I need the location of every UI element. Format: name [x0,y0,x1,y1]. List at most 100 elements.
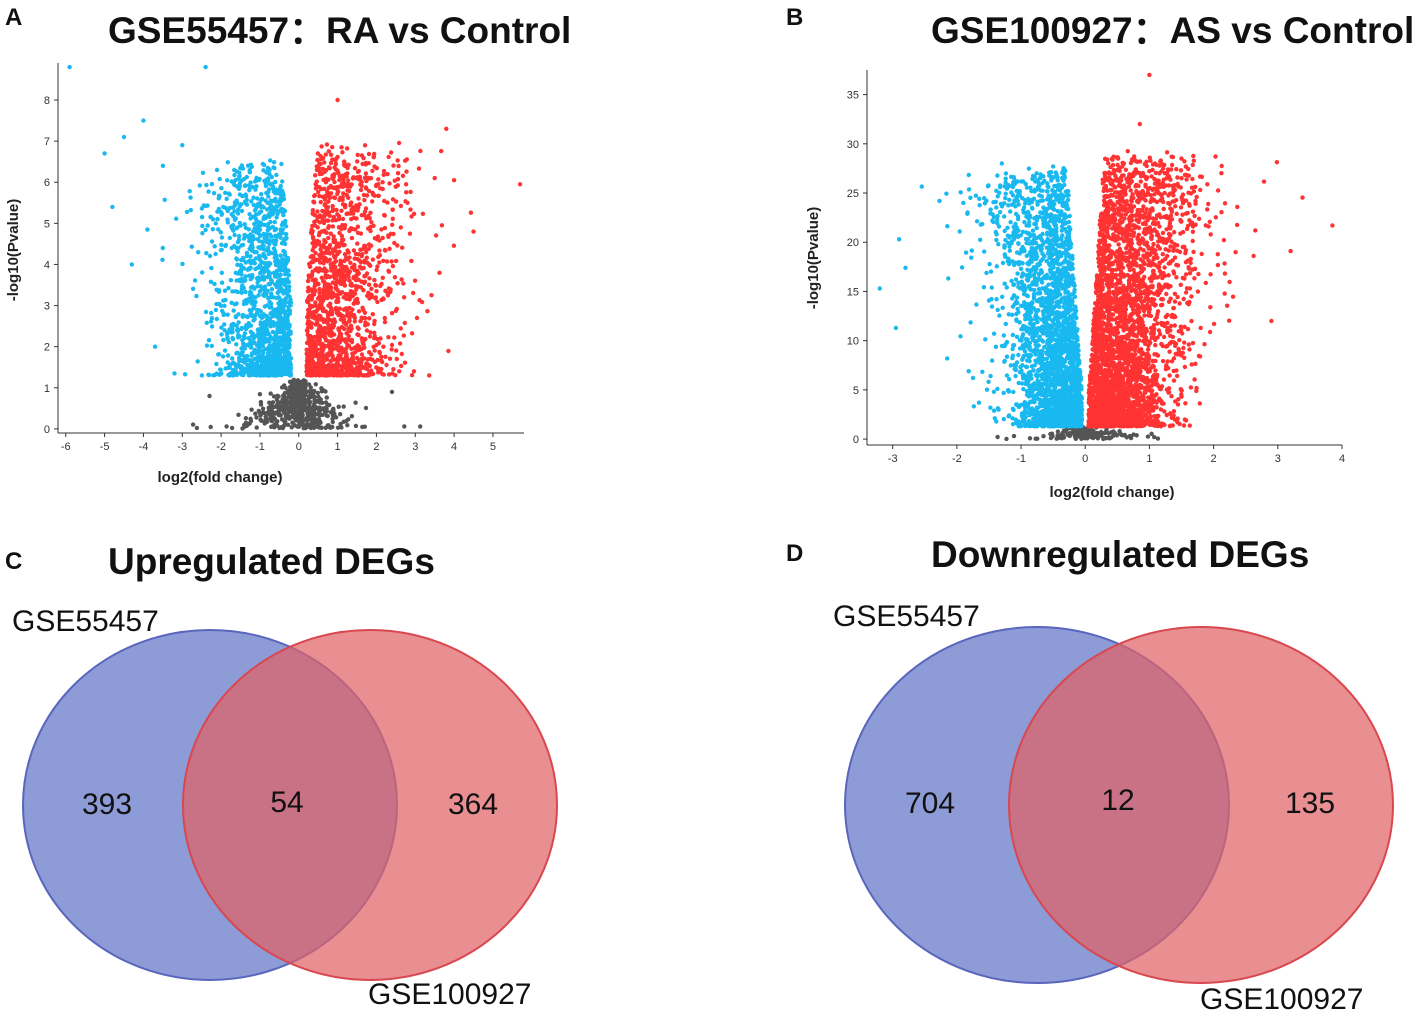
up-point [365,260,369,264]
ns-point [290,421,294,425]
y-tick-label: 15 [847,286,859,298]
down-point [223,298,227,302]
up-point [400,352,404,356]
up-point [1262,179,1266,183]
down-point [263,198,267,202]
down-point [241,315,245,319]
ns-point [282,423,286,427]
up-point [1161,231,1165,235]
down-point [280,179,284,183]
ns-point [312,407,316,411]
down-point [232,308,236,312]
up-point [1219,210,1223,214]
down-point [280,342,284,346]
up-point [399,204,403,208]
up-point [1165,150,1169,154]
down-outlier-point [203,65,207,69]
up-point [352,265,356,269]
up-point [352,301,356,305]
up-point [374,365,378,369]
down-point [246,299,250,303]
down-outlier-point [153,345,157,349]
up-point [347,365,351,369]
down-point [217,194,221,198]
ns-point [287,395,291,399]
down-point [251,196,255,200]
up-point [1179,283,1183,287]
down-point [261,168,265,172]
ns-point [290,410,294,414]
ns-point [338,412,342,416]
down-point [255,357,259,361]
up-point [356,153,360,157]
up-point [391,367,395,371]
down-point [215,372,219,376]
ns-point [350,414,354,418]
up-point [365,373,369,377]
up-outlier-point [452,178,456,182]
ns-point [307,389,311,393]
up-point [353,319,357,323]
y-tick-label: 10 [847,336,859,348]
up-point [324,152,328,156]
up-point [373,296,377,300]
up-point [322,266,326,270]
up-point [1151,257,1155,261]
down-point [228,366,232,370]
up-point [322,238,326,242]
up-point [355,297,359,301]
down-point [204,251,208,255]
down-point [191,287,195,291]
down-point [236,208,240,212]
up-point [329,308,333,312]
ns-point [345,423,349,427]
up-point [319,144,323,148]
up-point [364,206,368,210]
down-point [227,340,231,344]
down-point [258,258,262,262]
up-point [329,153,333,157]
down-point [205,321,209,325]
up-point [311,260,315,264]
down-outlier-point [172,371,176,375]
ns-point [318,409,322,413]
up-point [374,283,378,287]
up-point [313,182,317,186]
down-point [242,302,246,306]
up-point [354,277,358,281]
up-point [362,366,366,370]
down-point [240,277,244,281]
ns-point [316,395,320,399]
down-point [242,334,246,338]
down-point [229,278,233,282]
up-point [1161,252,1165,256]
ns-point [319,426,323,430]
up-point [350,338,354,342]
ns-point [1128,434,1132,438]
down-point [269,251,273,255]
up-point [1156,309,1160,313]
down-point [272,345,276,349]
up-point [1213,154,1217,158]
up-point [347,250,351,254]
x-tick-label: -6 [61,441,71,453]
ns-point [1103,430,1107,434]
down-point [230,330,234,334]
up-point [320,301,324,305]
down-point [225,197,229,201]
down-point [201,171,205,175]
up-point [365,328,369,332]
down-point [281,194,285,198]
down-point [234,226,238,230]
down-point [276,291,280,295]
ns-point [294,417,298,421]
up-point [328,196,332,200]
up-point [1184,177,1188,181]
up-point [368,225,372,229]
up-point [330,370,334,374]
down-point [210,182,214,186]
up-point [366,357,370,361]
up-point [1162,335,1166,339]
y-tick-label: 30 [847,139,859,151]
